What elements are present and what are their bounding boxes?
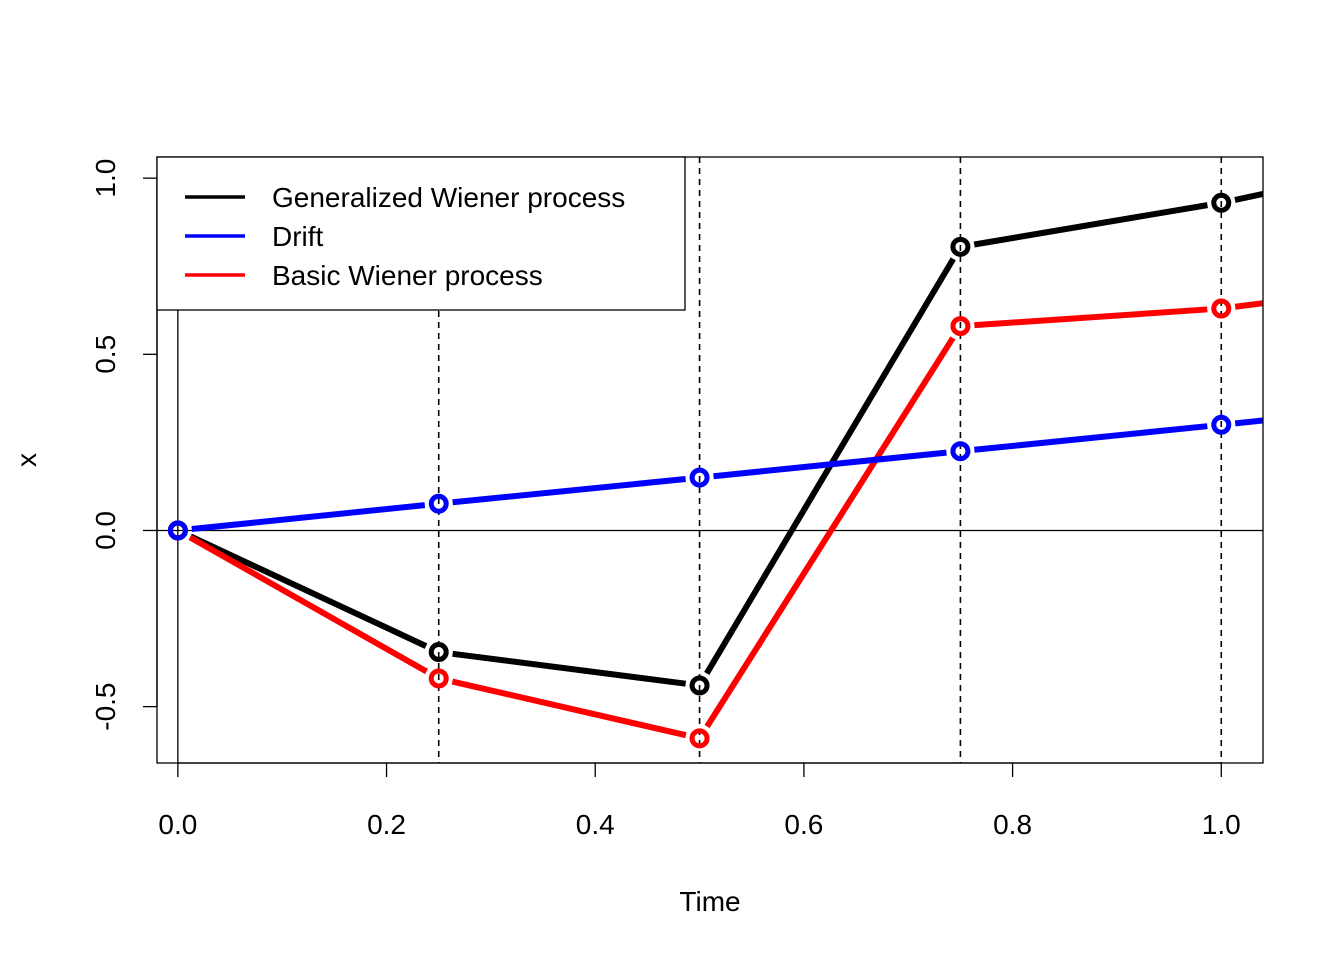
legend: Generalized Wiener process Drift Basic Wie…	[156, 156, 686, 311]
y-tick-label: 0.5	[90, 335, 121, 374]
series-point	[950, 441, 971, 462]
series-segment	[704, 336, 956, 729]
legend-label: Drift	[272, 221, 324, 252]
series-segment	[451, 678, 687, 739]
legend-box	[156, 156, 686, 311]
series-segment	[973, 202, 1208, 248]
y-tick-label: 1.0	[90, 159, 121, 198]
x-tick-label: 1.0	[1202, 809, 1241, 840]
x-axis: 0.0 0.2 0.4 0.6 0.8 1.0	[158, 762, 1241, 840]
series-point	[428, 493, 449, 514]
series-layer	[167, 191, 1263, 749]
series-point	[428, 642, 449, 663]
series-segment	[1234, 300, 1263, 310]
series-segment	[1234, 417, 1263, 427]
series-point	[428, 668, 449, 689]
series-point	[167, 520, 188, 541]
series-segment	[974, 306, 1208, 329]
x-tick-label: 0.0	[158, 809, 197, 840]
x-axis-label: Time	[679, 886, 740, 917]
series-segment	[191, 502, 426, 533]
series-point	[1211, 414, 1232, 435]
x-tick-label: 0.6	[784, 809, 823, 840]
series-segment	[974, 423, 1208, 453]
series-point	[689, 675, 710, 696]
series-segment	[189, 533, 428, 649]
series-segment	[188, 534, 429, 675]
y-tick-label: 0.0	[90, 511, 121, 550]
y-tick-label: -0.5	[90, 683, 121, 731]
series-point	[950, 316, 971, 337]
series-point	[689, 467, 710, 488]
series-segment	[452, 476, 686, 506]
series-segment	[713, 449, 947, 480]
series-point	[1211, 192, 1232, 213]
y-axis: -0.5 0.0 0.5 1.0	[90, 159, 158, 731]
series-point	[1211, 298, 1232, 319]
x-tick-label: 0.8	[993, 809, 1032, 840]
legend-label: Basic Wiener process	[272, 260, 543, 291]
x-tick-label: 0.2	[367, 809, 406, 840]
y-axis-label: x	[11, 453, 42, 467]
series-segment	[1234, 191, 1263, 203]
series-point	[950, 236, 971, 257]
legend-label: Generalized Wiener process	[272, 182, 625, 213]
series-segment	[452, 650, 687, 687]
series-point	[689, 728, 710, 749]
x-tick-label: 0.4	[576, 809, 615, 840]
